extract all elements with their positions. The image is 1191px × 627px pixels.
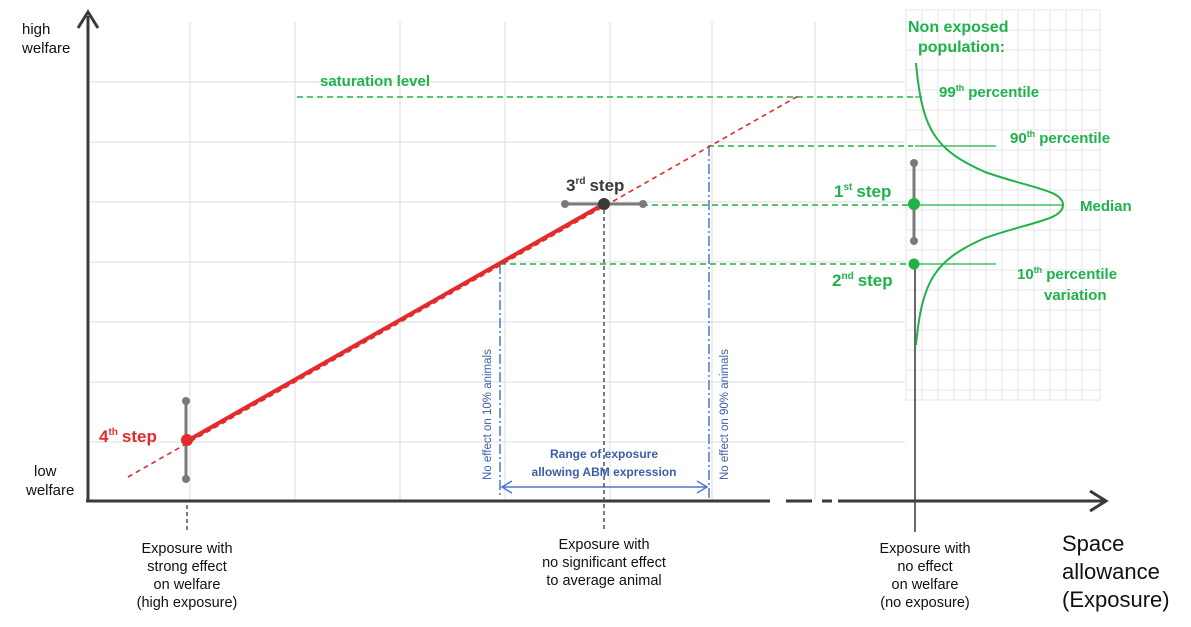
step3-marker [561,198,647,210]
y-axis-arrow [76,9,100,29]
y-high-line1: high [22,21,51,38]
x-title-line3: (Exposure) [1062,587,1170,612]
p99-label: 99th percentile [939,83,1039,101]
bottom-high-1: Exposure with [141,541,233,557]
step3-label: 3rd step [566,176,624,195]
y-axis-low-label: low welfare [26,462,74,500]
no-effect-90-label: No effect on 90% animals [719,349,731,480]
bottom-high-2: strong effect [147,559,227,575]
dose-response-dashed [127,94,801,478]
x-axis-arrow [1089,489,1109,513]
y-low-line2: welfare [26,482,75,499]
x-title-line2: allowance [1062,559,1160,584]
step4-label: 4th step [99,427,157,446]
non-exposed-label-1: Non exposed [908,19,1008,36]
bottom-none-4: (no exposure) [880,595,970,611]
y-high-line2: welfare [22,40,71,57]
bottom-label-no-exposure: Exposure with no effect on welfare (no e… [850,540,1000,612]
step1-marker [908,159,920,245]
step2-marker [908,258,920,270]
bottom-label-high-exposure: Exposure with strong effect on welfare (… [107,540,267,612]
x-title-line1: Space [1062,531,1125,556]
step1-label: 1st step [834,182,891,201]
bottom-label-average: Exposure with no significant effect to a… [514,536,694,590]
bottom-none-2: no effect [897,559,953,575]
bottom-high-4: (high exposure) [136,595,238,611]
percentile-ticks [915,96,1063,265]
saturation-label: saturation level [320,73,430,90]
bottom-mid-1: Exposure with [558,537,650,553]
no-effect-10-label: No effect on 10% animals [482,349,494,480]
x-axis-title: Space allowance (Exposure) [1062,530,1170,614]
step4-marker [181,397,193,483]
background-grid [90,22,905,500]
range-label-2: allowing ABM expression [532,465,677,479]
range-label-1: Range of exposure [550,447,658,461]
step2-label: 2nd step [832,271,893,290]
bottom-none-1: Exposure with [879,541,971,557]
p90-label: 90th percentile [1010,129,1110,147]
variation-label: variation [1044,287,1107,304]
median-label: Median [1080,198,1132,215]
distribution-curve [915,62,1065,346]
bottom-mid-2: no significant effect [542,555,666,571]
y-low-line1: low [34,463,57,480]
y-axis-high-label: high welfare [22,20,70,58]
p10-label: 10th percentile [1017,265,1117,283]
axes [76,9,1109,513]
bottom-high-3: on welfare [153,577,221,593]
dose-response-solid [186,202,605,443]
non-exposed-label-2: population: [918,39,1005,56]
bottom-none-3: on welfare [891,577,959,593]
bottom-mid-3: to average animal [546,573,662,589]
